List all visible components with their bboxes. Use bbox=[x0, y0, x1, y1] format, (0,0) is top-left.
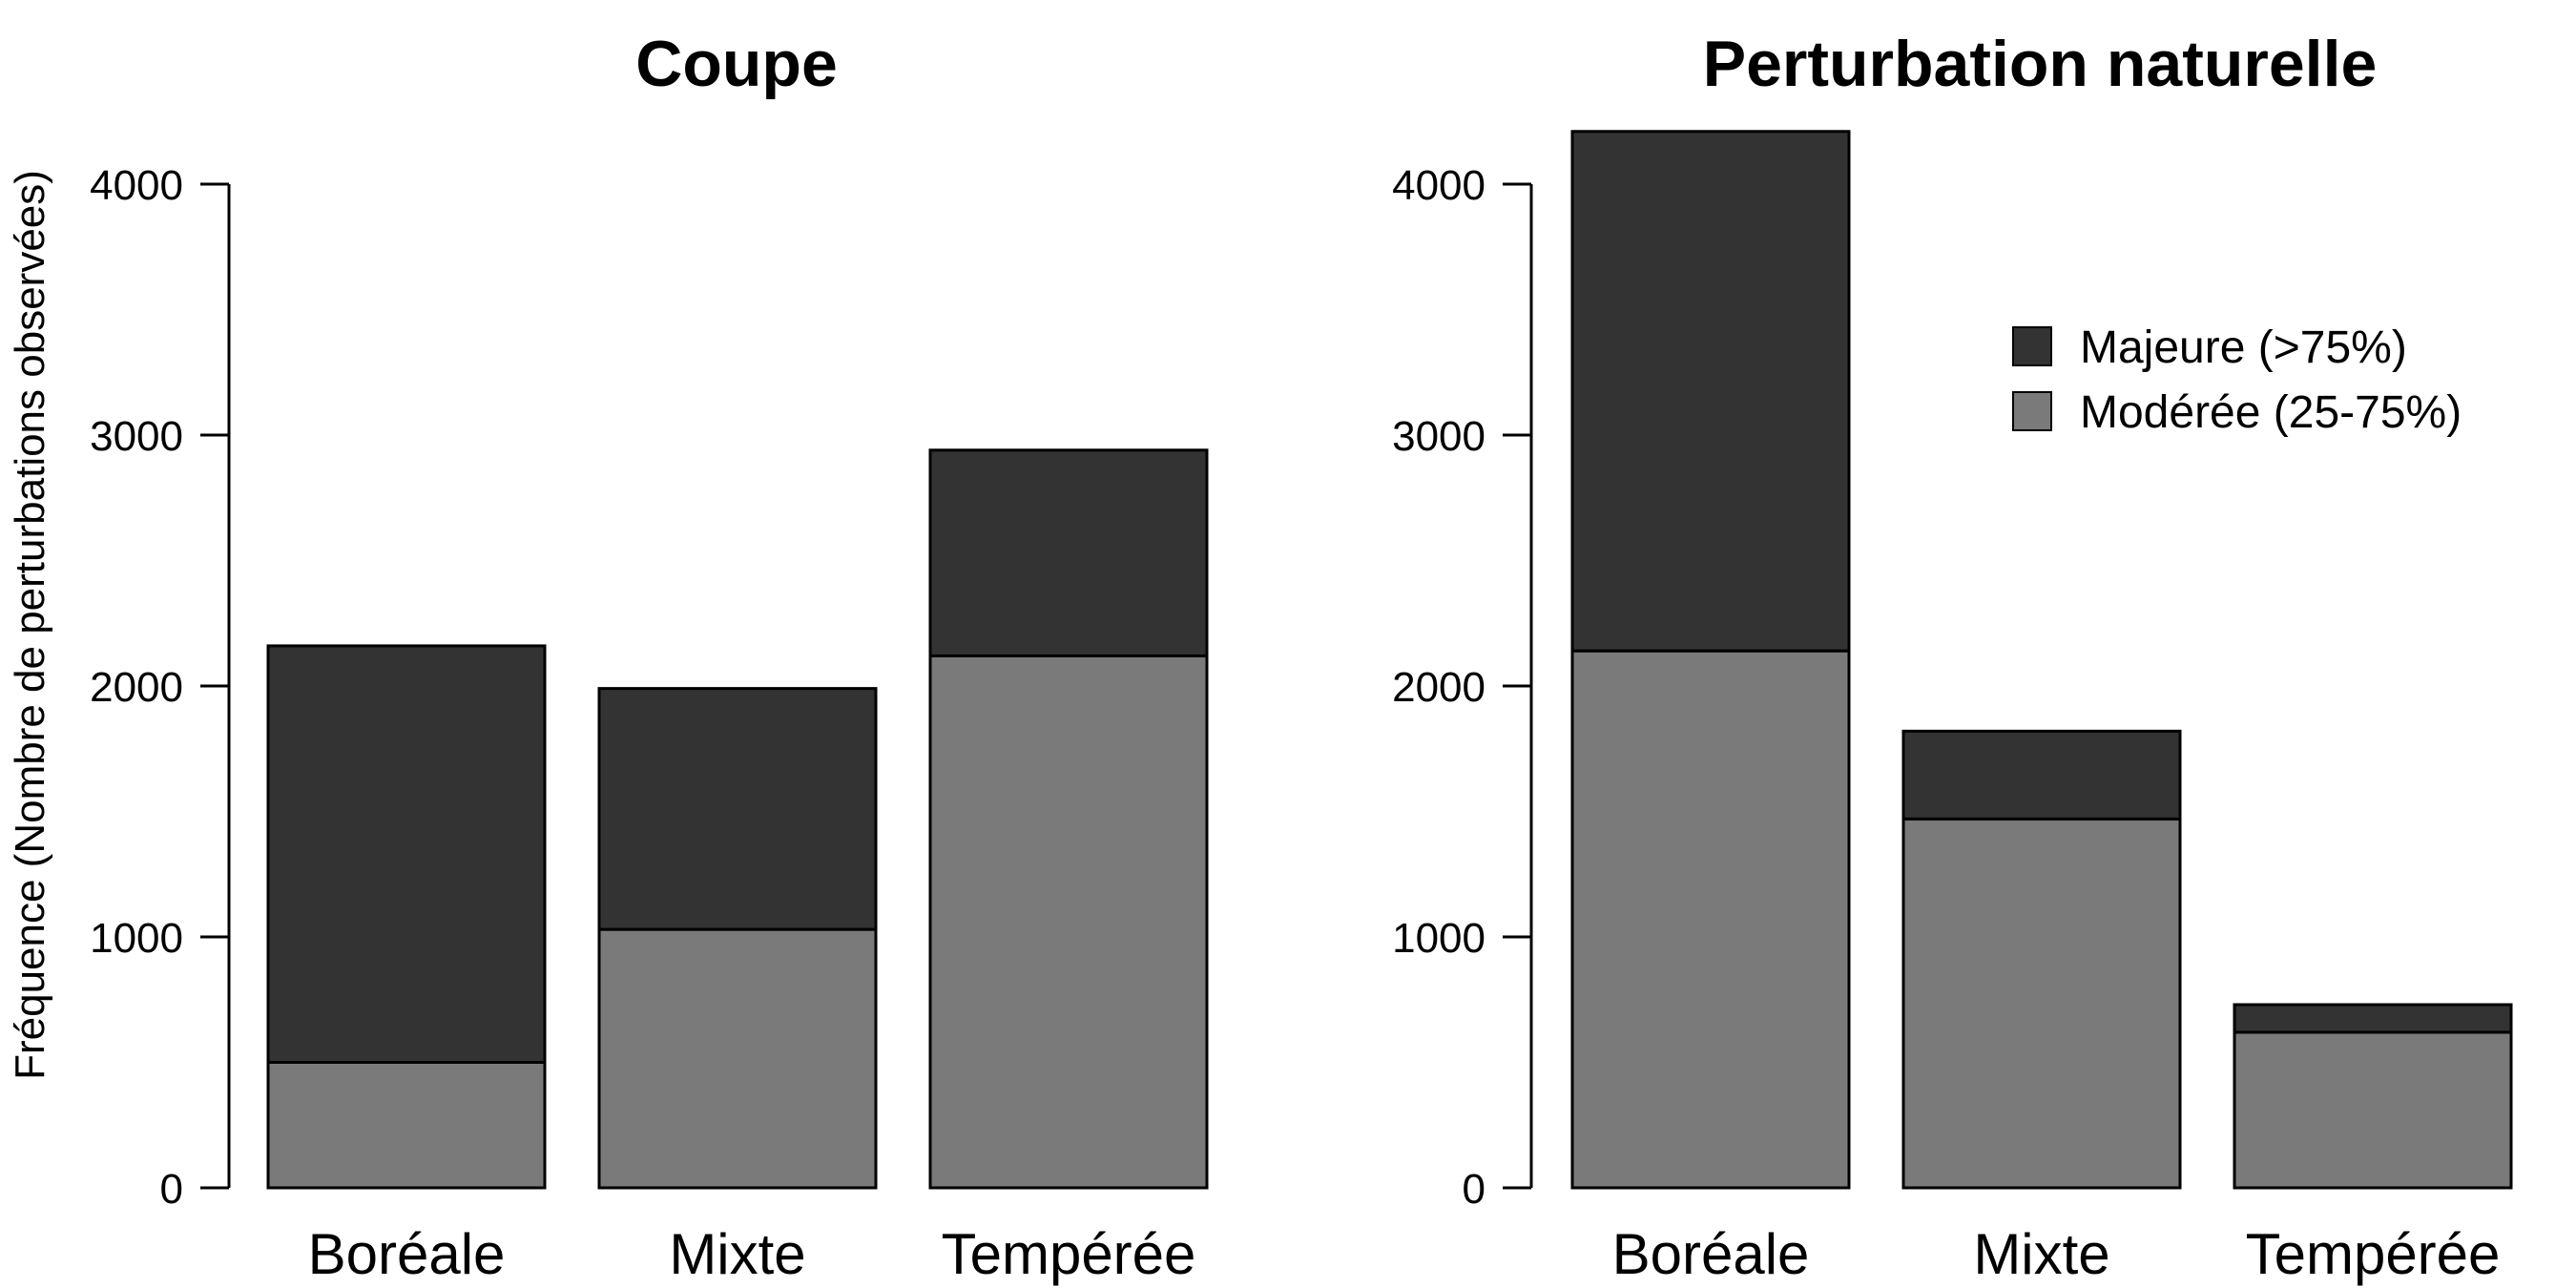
bar-segment-moderee bbox=[1570, 649, 1851, 1190]
bar-segment-majeure bbox=[928, 448, 1209, 657]
bar-segment-moderee bbox=[2233, 1030, 2513, 1190]
bar-segment-majeure bbox=[1901, 729, 2182, 821]
bar-segment-majeure bbox=[2233, 1003, 2513, 1034]
y-tick-label: 2000 bbox=[90, 664, 183, 711]
y-tick-label: 1000 bbox=[1392, 915, 1485, 962]
legend-swatch-majeure bbox=[2012, 326, 2052, 366]
legend-label-majeure: Majeure (>75%) bbox=[2080, 322, 2407, 373]
panel-perturbation-naturelle: Perturbation naturelle 0 1000 2000 3000 4000 B… bbox=[1392, 28, 2513, 1286]
y-tick-label: 3000 bbox=[1392, 413, 1485, 460]
y-tick-label: 1000 bbox=[90, 915, 183, 962]
bar-segment-majeure bbox=[1570, 130, 1851, 653]
category-label: Mixte bbox=[669, 1222, 805, 1286]
legend: Majeure (>75%) Modérée (25-75%) bbox=[2012, 322, 2462, 438]
y-axis-label: Fréquence (Nombre de perturbations obser… bbox=[7, 170, 53, 1080]
y-tick-label: 0 bbox=[160, 1166, 183, 1213]
y-tick-label: 0 bbox=[1463, 1166, 1485, 1213]
panel-coupe: Coupe 0 1000 2000 3000 4000 Boréale Mixte Tempér… bbox=[90, 28, 1209, 1286]
bar-segment-moderee bbox=[928, 654, 1209, 1190]
category-label: Tempérée bbox=[2246, 1222, 2501, 1286]
category-label: Tempérée bbox=[942, 1222, 1196, 1286]
legend-swatch-moderee bbox=[2012, 391, 2052, 431]
y-axis-label-group: Fréquence (Nombre de perturbations obser… bbox=[7, 170, 53, 1080]
y-tick-label: 3000 bbox=[90, 413, 183, 460]
bar-segment-moderee bbox=[266, 1061, 547, 1190]
panel-title: Coupe bbox=[635, 28, 838, 100]
y-tick-label: 4000 bbox=[1392, 162, 1485, 209]
category-label: Mixte bbox=[1973, 1222, 2109, 1286]
legend-label-moderee: Modérée (25-75%) bbox=[2080, 387, 2462, 438]
category-label: Boréale bbox=[308, 1222, 506, 1286]
y-tick-label: 2000 bbox=[1392, 664, 1485, 711]
category-label: Boréale bbox=[1612, 1222, 1810, 1286]
panel-title: Perturbation naturelle bbox=[1703, 28, 2378, 100]
bar-segment-moderee bbox=[597, 927, 878, 1190]
bar-segment-majeure bbox=[597, 687, 878, 931]
bar-segment-majeure bbox=[266, 644, 547, 1064]
y-tick-label: 4000 bbox=[90, 162, 183, 209]
bar-segment-moderee bbox=[1901, 817, 2182, 1190]
